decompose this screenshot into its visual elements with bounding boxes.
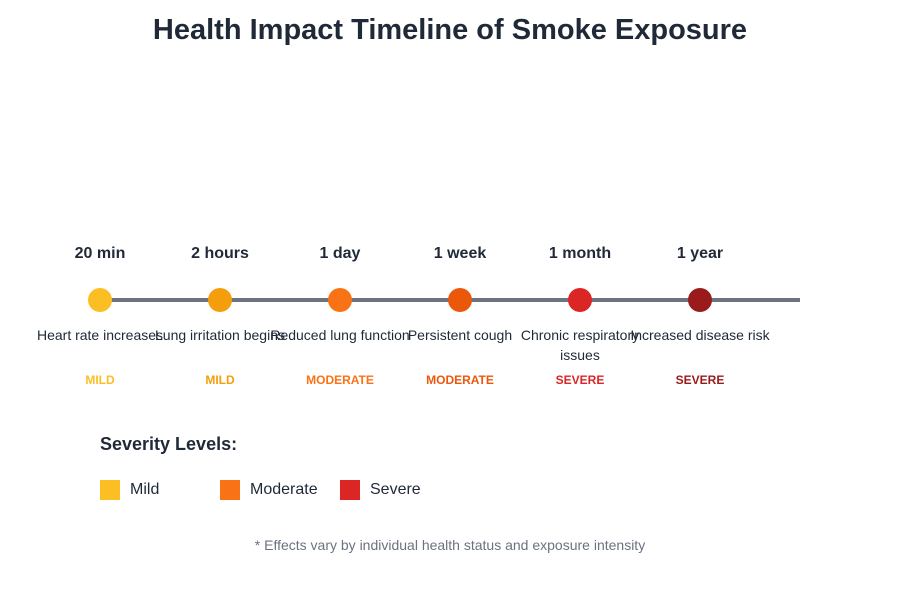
legend-item: Moderate	[220, 480, 318, 500]
event-description: Increased disease risk	[630, 327, 770, 343]
legend-title: Severity Levels:	[100, 434, 238, 454]
severity-label: MODERATE	[306, 373, 374, 387]
legend-label: Mild	[130, 481, 160, 498]
severity-label: MODERATE	[426, 373, 494, 387]
footnote: * Effects vary by individual health stat…	[254, 537, 646, 553]
event-time: 20 min	[74, 245, 126, 262]
event-time: 1 year	[676, 245, 724, 262]
event-description: Lung irritation begins	[155, 327, 285, 343]
legend-swatch	[220, 480, 240, 500]
event-description: Reduced lung function	[270, 327, 410, 343]
legend-item: Severe	[340, 480, 421, 500]
legend-swatch	[100, 480, 120, 500]
page-title: Health Impact Timeline of Smoke Exposure	[152, 14, 748, 46]
event-marker	[568, 288, 592, 312]
event-description: Chronic respiratory issues	[520, 327, 640, 363]
event-marker	[448, 288, 472, 312]
legend-swatch	[340, 480, 360, 500]
severity-label: SEVERE	[555, 373, 605, 387]
event-marker	[328, 288, 352, 312]
event-time: 1 month	[548, 245, 612, 262]
event-marker	[688, 288, 712, 312]
event-time: 1 week	[433, 245, 487, 262]
event-description: Heart rate increases	[36, 327, 164, 343]
severity-label: MILD	[205, 373, 235, 387]
event-marker	[208, 288, 232, 312]
legend-item: Mild	[100, 480, 159, 500]
event-marker	[88, 288, 112, 312]
legend-label: Moderate	[250, 481, 318, 498]
event-description: Persistent cough	[407, 327, 513, 343]
event-time: 1 day	[319, 245, 361, 262]
event-time: 2 hours	[191, 245, 249, 262]
severity-label: MILD	[85, 373, 115, 387]
legend-label: Severe	[370, 481, 421, 498]
severity-label: SEVERE	[675, 373, 725, 387]
